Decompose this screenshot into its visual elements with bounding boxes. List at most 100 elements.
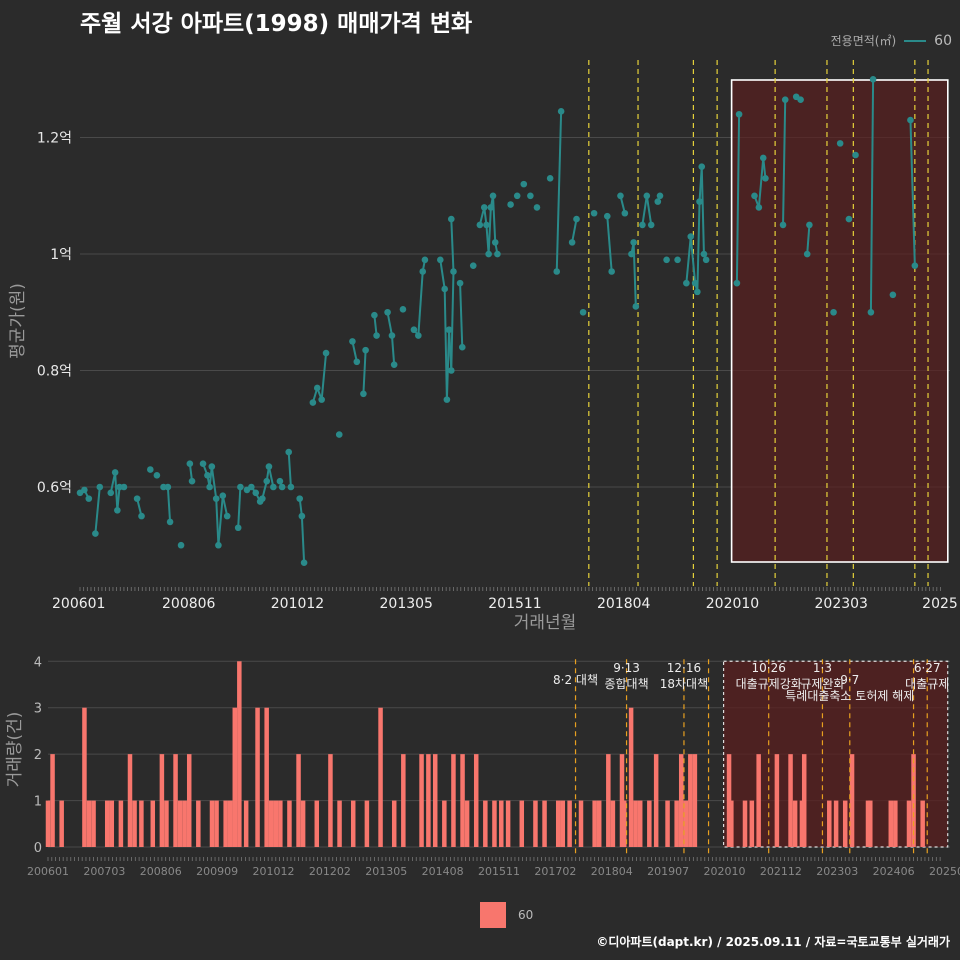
data-point [270,483,277,491]
data-point [300,559,308,567]
volume-bar [665,800,670,847]
series-segment [215,498,220,546]
series-segment [210,466,218,499]
data-point [287,483,295,491]
volume-bar [273,800,279,847]
volume-bar [833,800,839,847]
data-point [219,492,227,500]
x-tick-label: 202509 [929,865,960,878]
volume-bar [906,800,912,847]
series-segment [645,195,653,226]
volume-bar [799,800,805,847]
volume-bar [633,800,638,847]
series-segment [571,218,578,243]
volume-bar [560,800,566,847]
volume-bar [59,800,64,847]
policy-annotation: 대출규제강화 [736,677,802,691]
volume-bar [842,800,848,847]
policy-annotation: 12·16 [667,661,701,675]
x-tick-label: 201012 [253,865,295,878]
x-tick-label: 202112 [760,865,802,878]
volume-bar [888,800,894,847]
data-point [630,239,637,246]
data-point [278,483,286,491]
data-point [85,495,93,502]
volume-bar [606,754,611,847]
data-point [120,483,128,491]
data-point [639,221,646,229]
x-tick-label: 202010 [706,596,759,612]
volume-bar [132,800,137,847]
data-point [608,268,615,275]
volume-bar [296,754,301,847]
data-point [447,367,455,374]
volume-bar [483,800,488,847]
data-point [889,291,897,299]
series-segment [806,224,811,255]
series-segment [696,201,701,292]
series-segment [487,207,492,255]
volume-bar [232,707,238,847]
data-point [111,469,119,476]
data-point [520,180,528,188]
x-tick-label: 202406 [873,865,915,878]
x-tick-label: 202303 [815,596,868,612]
data-point [212,495,220,502]
volume-bar [268,800,274,847]
y-tick-label: 0.6억 [37,480,72,496]
series-segment [116,486,121,511]
volume-bar [177,800,183,847]
legend-bottom: 60 [480,902,533,928]
data-point [285,448,293,456]
volume-bar [86,800,92,847]
data-point [700,250,708,258]
policy-annotation: 대출규제 [905,677,949,691]
data-point [573,215,580,223]
volume-bar [150,800,156,847]
series-segment [267,466,275,488]
series-segment [217,495,224,546]
volume-bar [214,800,219,847]
x-tick-label: 201907 [647,865,689,878]
legend-bar-swatch [480,902,506,928]
volume-bar [622,800,627,847]
data-point [81,486,88,494]
series-segment [362,350,367,394]
data-point [869,75,877,83]
data-point [96,483,104,491]
series-segment [782,99,787,225]
data-point [107,489,115,497]
volume-bar [378,707,383,847]
data-point [186,460,194,467]
data-point [360,390,367,398]
policy-annotation: 9·13 [613,661,640,675]
series-segment [492,195,497,243]
data-point [647,221,655,229]
volume-bar [45,800,51,847]
volume-bar [774,754,780,847]
data-point [313,384,321,392]
data-point [533,204,541,211]
series-segment [300,516,306,563]
volume-bar [827,800,832,847]
volume-bar [139,800,144,847]
data-point [487,204,495,211]
data-point [702,256,710,264]
data-point [489,192,497,200]
data-point [696,198,703,205]
volume-bar [432,754,438,847]
x-tick-label: 200909 [196,865,238,878]
volume-bar [451,754,456,847]
data-point [643,192,651,200]
x-tick-label: 201511 [488,596,541,612]
policy-annotation: 10·26 [752,661,786,675]
data-point [349,338,356,345]
data-point [674,256,681,264]
policy-annotation: 특례대출축소 토허제 해제 [785,689,914,703]
data-point [322,349,330,357]
data-point [437,256,444,264]
data-point [907,116,914,124]
y-tick-label: 1억 [50,247,72,263]
legend-top-title: 전용면적(㎡) [830,34,897,48]
data-point [276,477,284,485]
